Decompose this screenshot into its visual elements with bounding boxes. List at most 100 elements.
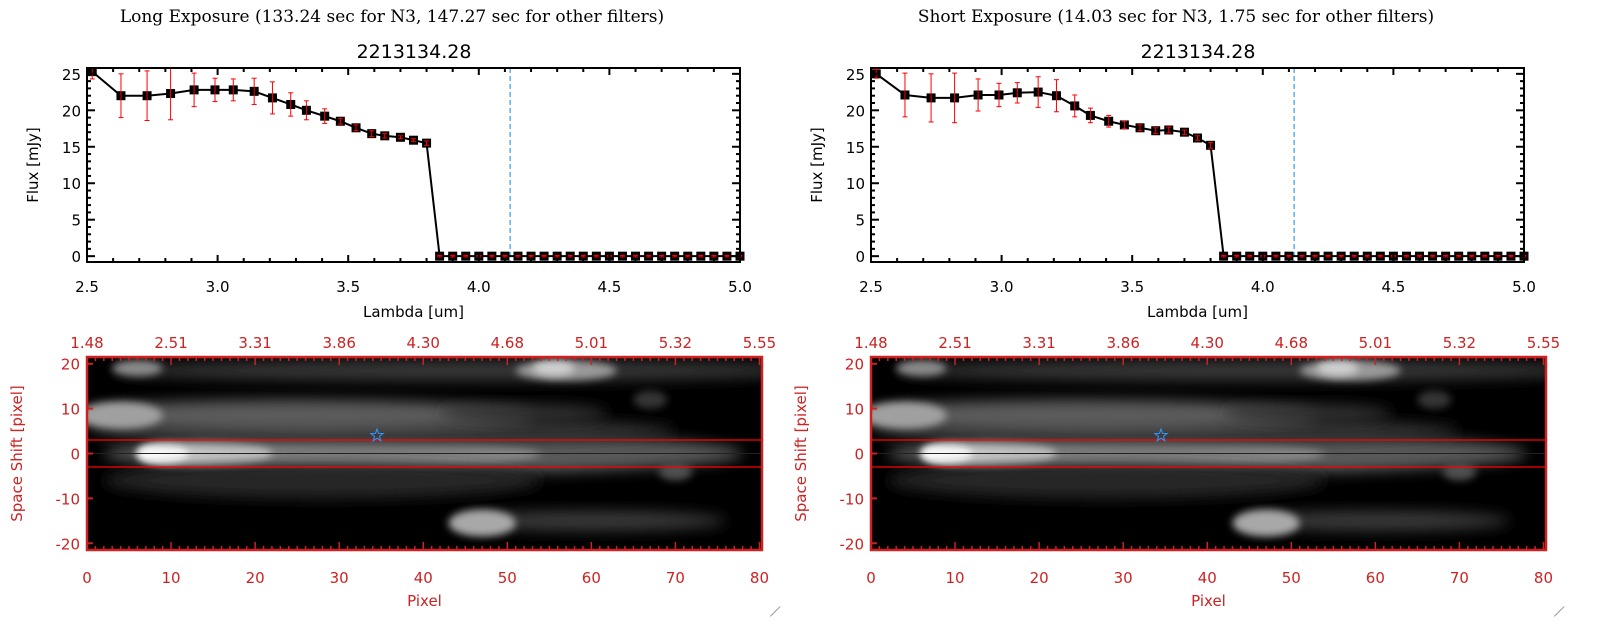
top-wavelength-tick-label: 4.68 [491, 334, 524, 352]
top-wavelength-tick-label: 5.55 [1527, 334, 1560, 352]
x-tick-label: 10 [162, 569, 181, 587]
y-tick-label: 20 [61, 356, 80, 374]
x-tick-label: 20 [1030, 569, 1049, 587]
x-axis-label: Pixel [1191, 592, 1226, 610]
top-wavelength-tick-label: 5.32 [659, 334, 692, 352]
top-wavelength-tick-label: 5.55 [743, 334, 776, 352]
y-tick-label: 0 [71, 248, 81, 266]
y-tick-label: -10 [56, 490, 81, 508]
spectral-image-short: 0 10 20 30 40 50 60 70 80 1.48 2.51 3.31 3.86 4.30 4.6… [792, 334, 1560, 610]
x-tick-label: 5.0 [1512, 278, 1536, 296]
image-emission [112, 360, 163, 377]
x-tick-label: 4.0 [1251, 278, 1275, 296]
top-wavelength-tick-label: 5.01 [1359, 334, 1392, 352]
flux-plot-long: 2.5 3.0 3.5 4.0 4.5 5.0 0 5 10 15 20 25 Lambda [um] F… [24, 66, 752, 321]
flux-series-line [875, 73, 1524, 258]
y-tick-label: 0 [70, 446, 80, 464]
x-tick-label: 50 [498, 569, 517, 587]
top-wavelength-tick-label: 3.86 [1106, 334, 1139, 352]
y-tick-label: -20 [840, 535, 865, 553]
top-wavelength-tick-label: 4.30 [1191, 334, 1224, 352]
y-axis-label: Flux [mJy] [808, 127, 826, 203]
x-tick-label: 70 [1450, 569, 1469, 587]
plot-frame [870, 67, 1525, 263]
y-tick-label: -10 [840, 490, 865, 508]
y-tick-label: 20 [62, 102, 81, 120]
x-tick-label: 2.5 [859, 278, 883, 296]
x-tick-label: 3.0 [206, 278, 230, 296]
image-emission [1232, 509, 1300, 537]
image-emission [1417, 390, 1452, 409]
image-emission [896, 360, 947, 377]
resize-grip[interactable] [770, 606, 780, 616]
image-emission [633, 390, 668, 409]
x-tick-label: 5.0 [728, 278, 752, 296]
y-axis-label: Flux [mJy] [24, 127, 42, 203]
x-axis-label: Lambda [um] [363, 303, 464, 321]
y-tick-label: 15 [846, 139, 865, 157]
image-emission [532, 361, 575, 376]
image-emission [87, 399, 533, 432]
top-wavelength-tick-label: 2.51 [154, 334, 187, 352]
x-tick-label: 80 [1534, 569, 1553, 587]
x-tick-label: 3.5 [1120, 278, 1144, 296]
image-emission [658, 462, 693, 481]
top-wavelength-tick-label: 2.51 [938, 334, 971, 352]
image-emission [1442, 462, 1477, 481]
image-emission [440, 404, 609, 423]
top-wavelength-tick-label: 4.68 [1275, 334, 1308, 352]
panel-title-short: Short Exposure (14.03 sec for N3, 1.75 s… [918, 7, 1434, 27]
x-tick-label: 0 [866, 569, 876, 587]
x-tick-label: 4.5 [1381, 278, 1405, 296]
object-id-short: 2213134.28 [1141, 41, 1256, 63]
x-tick-label: 40 [1198, 569, 1217, 587]
y-tick-label: -20 [56, 535, 81, 553]
y-tick-label: 5 [855, 212, 865, 230]
image-emission [896, 360, 1546, 381]
x-axis-label: Lambda [um] [1147, 303, 1248, 321]
image-emission [87, 401, 163, 429]
image-emission [1316, 361, 1359, 376]
image-emission [1224, 404, 1393, 423]
top-wavelength-tick-label: 3.31 [1022, 334, 1055, 352]
image-emission [112, 360, 762, 381]
top-wavelength-tick-label: 3.86 [322, 334, 355, 352]
y-axis-label: Space Shift [pixel] [8, 385, 26, 522]
x-tick-label: 30 [1114, 569, 1133, 587]
y-tick-label: 15 [62, 139, 81, 157]
x-tick-label: 80 [750, 569, 769, 587]
top-wavelength-tick-label: 4.30 [407, 334, 440, 352]
y-tick-label: 20 [846, 102, 865, 120]
x-tick-label: 30 [330, 569, 349, 587]
x-tick-label: 3.0 [990, 278, 1014, 296]
y-axis-label: Space Shift [pixel] [792, 385, 810, 522]
image-emission [871, 401, 947, 429]
resize-grip[interactable] [1554, 606, 1564, 616]
top-wavelength-tick-label: 1.48 [70, 334, 103, 352]
y-tick-label: 10 [845, 401, 864, 419]
y-tick-label: 10 [62, 175, 81, 193]
y-tick-label: 25 [846, 66, 865, 84]
x-tick-label: 2.5 [75, 278, 99, 296]
y-tick-label: 0 [854, 446, 864, 464]
x-tick-label: 4.5 [597, 278, 621, 296]
source-star-icon [1153, 427, 1169, 443]
plot-frame [86, 67, 741, 263]
top-wavelength-tick-label: 1.48 [854, 334, 887, 352]
y-tick-label: 25 [62, 66, 81, 84]
image-emission [887, 462, 1325, 499]
x-tick-label: 10 [946, 569, 965, 587]
x-tick-label: 50 [1282, 569, 1301, 587]
x-tick-label: 20 [246, 569, 265, 587]
x-axis-label: Pixel [407, 592, 442, 610]
x-tick-label: 40 [414, 569, 433, 587]
top-wavelength-tick-label: 5.32 [1443, 334, 1476, 352]
image-emission [1240, 510, 1510, 531]
x-tick-label: 70 [666, 569, 685, 587]
image-emission [103, 462, 541, 499]
spectral-image-long: 0 10 20 30 40 50 60 70 80 1.48 2.51 3.31 3.86 4.30 4.6… [8, 334, 776, 610]
source-star-icon [369, 427, 385, 443]
y-tick-label: 0 [855, 248, 865, 266]
flux-plot-short: 2.5 3.0 3.5 4.0 4.5 5.0 0 5 10 15 20 25 Lambda [um] F… [808, 66, 1536, 321]
